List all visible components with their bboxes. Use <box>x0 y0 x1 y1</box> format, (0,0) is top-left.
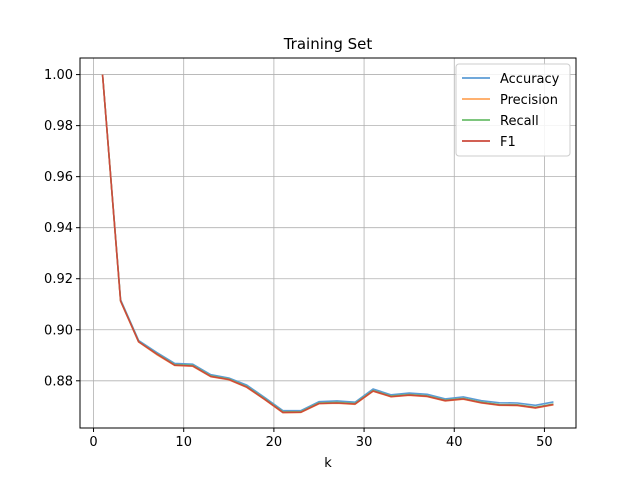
y-tick-label: 0.90 <box>44 323 73 338</box>
series-lines <box>101 74 554 414</box>
x-tick-label: 40 <box>446 435 463 450</box>
y-tick-label: 0.88 <box>44 374 73 389</box>
series-line-f1 <box>101 74 554 414</box>
x-tick-label: 50 <box>536 435 553 450</box>
y-tick-label: 0.92 <box>44 272 73 287</box>
x-tick-label: 10 <box>175 435 192 450</box>
y-tick-label: 0.98 <box>44 119 73 134</box>
grid <box>80 58 576 428</box>
axes: 0 10 20 30 40 50 0.88 0.90 0.92 0.94 0.96 0.98 1.00 <box>44 68 553 450</box>
legend-label: Precision <box>500 93 558 108</box>
legend-label: Accuracy <box>500 72 560 87</box>
x-tick-label: 0 <box>89 435 97 450</box>
y-tick-label: 1.00 <box>44 68 73 83</box>
plot-frame <box>79 57 577 429</box>
y-tick-label: 0.94 <box>44 221 73 236</box>
x-axis-label: k <box>324 456 332 471</box>
x-tick-label: 20 <box>266 435 283 450</box>
legend: Accuracy Precision Recall F1 <box>455 63 571 157</box>
x-tick-label: 30 <box>356 435 373 450</box>
legend-box <box>455 63 571 157</box>
series-line-accuracy <box>101 74 554 412</box>
legend-label: Recall <box>500 114 539 129</box>
legend-label: F1 <box>500 135 516 150</box>
chart-title: Training Set <box>283 35 373 53</box>
y-tick-label: 0.96 <box>44 170 73 185</box>
